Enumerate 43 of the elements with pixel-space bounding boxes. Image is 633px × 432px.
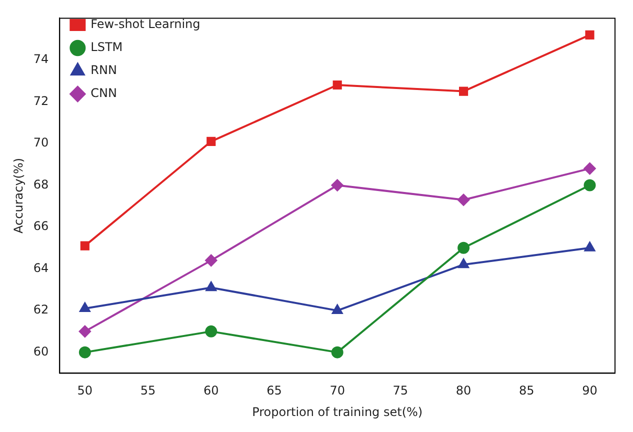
- y-tick-label: 72: [33, 94, 49, 108]
- y-tick-label: 74: [33, 52, 49, 66]
- point: [584, 179, 596, 192]
- point: [331, 346, 344, 358]
- x-axis-title: Proportion of training set(%): [252, 404, 423, 419]
- x-tick-label: 60: [203, 384, 219, 398]
- x-tick-label: 55: [140, 384, 156, 398]
- y-tick-label: 64: [33, 260, 49, 275]
- legend-label: Few-shot Learning: [90, 17, 200, 32]
- point: [80, 241, 90, 250]
- y-tick-label: 60: [33, 344, 49, 358]
- point: [78, 325, 91, 338]
- point: [332, 80, 342, 90]
- point: [78, 346, 91, 358]
- legend-label: CNN: [90, 86, 118, 100]
- x-tick-label: 65: [266, 384, 282, 398]
- point: [459, 86, 468, 96]
- point: [458, 258, 469, 268]
- point: [80, 302, 90, 312]
- point: [331, 179, 344, 192]
- legend-label: RNN: [90, 63, 117, 78]
- x-tick-label: 75: [392, 384, 408, 398]
- point: [584, 242, 596, 252]
- point: [332, 304, 343, 314]
- point: [458, 242, 470, 254]
- legend-label: LSTM: [90, 40, 123, 54]
- point: [206, 136, 216, 146]
- x-tick-label: 90: [582, 384, 598, 398]
- point: [206, 282, 216, 292]
- point: [584, 162, 596, 175]
- x-tick-label: 80: [456, 384, 472, 398]
- point: [205, 325, 218, 338]
- point: [205, 254, 218, 266]
- y-axis-title: Accuracy(%): [11, 158, 26, 234]
- point: [585, 30, 594, 40]
- y-tick-label: 66: [33, 219, 49, 234]
- x-tick-label: 50: [77, 384, 93, 398]
- x-tick-label: 85: [519, 384, 534, 398]
- y-tick-label: 68: [33, 177, 49, 192]
- y-tick-label: 70: [33, 136, 49, 150]
- point: [458, 194, 470, 206]
- x-tick-label: 70: [330, 384, 345, 398]
- y-tick-label: 62: [33, 302, 49, 317]
